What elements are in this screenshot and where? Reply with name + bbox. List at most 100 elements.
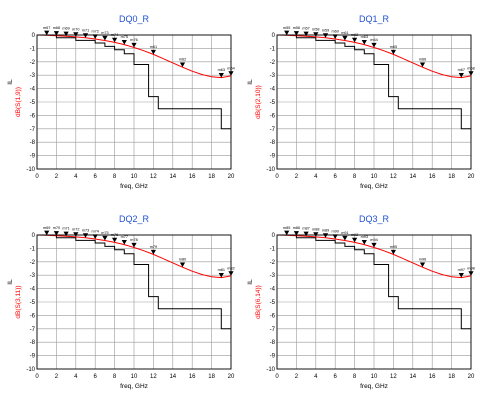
x-tick-label: 6 (334, 174, 338, 180)
marker-label: m89 (322, 228, 329, 232)
chart-title: DQ0_R (119, 14, 150, 24)
series-line-red (276, 34, 472, 79)
y-tick-label: -10 (26, 167, 35, 173)
x-tick-label: 6 (94, 174, 98, 180)
y-tick-label: -7 (270, 327, 276, 333)
marker-label: m64 (227, 66, 234, 70)
y-tick-label: -5 (30, 100, 36, 106)
series-line-red (276, 234, 472, 279)
marker-label: m67 (43, 26, 50, 30)
marker-label: m82 (227, 266, 234, 270)
marker-triangle (468, 71, 474, 76)
marker-label: m70 (72, 27, 79, 31)
y-tick-label: -3 (270, 273, 276, 279)
marker-triangle (284, 30, 290, 36)
y-tick-label: -2 (30, 60, 36, 66)
x-tick-label: 10 (131, 174, 138, 180)
x-tick-label: 18 (208, 374, 215, 380)
y-tick-label: -10 (266, 367, 275, 373)
marker-label: m55 (283, 26, 290, 30)
y-tick-label: -2 (30, 260, 36, 266)
marker-label: m76 (130, 38, 137, 42)
marker-label: m67 (458, 68, 465, 72)
y-tick-label: -9 (30, 154, 36, 160)
marker-triangle (322, 233, 329, 238)
y-tick-label: -10 (266, 167, 275, 173)
y-tick-label: -6 (30, 313, 36, 319)
marker-triangle (313, 32, 319, 37)
marker-label: m74 (92, 230, 99, 234)
y-tick-label: -8 (270, 340, 276, 346)
y-tick-label: -8 (30, 340, 36, 346)
marker-triangle (82, 233, 89, 238)
y-tick-label: -3 (270, 73, 276, 79)
marker-label: m59 (322, 28, 329, 32)
marker-label: m85 (283, 226, 290, 230)
x-tick-label: 4 (74, 374, 78, 380)
chart-dq3: 0 2 4 6 8 10 12 14 16 18 20 0 -1 -2 -3 -4 -5 -6 -7 -8 -9 -10 D… (247, 214, 475, 390)
marker-triangle (371, 42, 377, 48)
x-tick-label: 4 (314, 374, 318, 380)
x-tick-label: 0 (35, 174, 39, 180)
marker-triangle (342, 235, 348, 241)
y-tick-label: -3 (30, 73, 36, 79)
y-tick-label: -4 (270, 87, 276, 93)
marker-label: m62 (179, 58, 186, 62)
x-tick-label: 14 (169, 174, 176, 180)
y-tick-label: -4 (270, 287, 276, 293)
y-tick-label: -8 (30, 140, 36, 146)
x-tick-label: 2 (55, 374, 59, 380)
marker-label: m57 (302, 27, 309, 31)
y-tick-label: -7 (270, 127, 276, 133)
x-tick-label: 0 (35, 374, 39, 380)
series-line-black (277, 34, 471, 130)
x-tick-label: 20 (228, 374, 235, 380)
x-tick-label: 14 (409, 374, 416, 380)
marker-label: m72 (72, 227, 79, 231)
plot-frame (36, 34, 232, 170)
marker-triangle (303, 31, 309, 37)
marker-label: m86 (293, 226, 300, 230)
x-tick-label: 4 (74, 174, 78, 180)
y-tick-label: -9 (270, 154, 276, 160)
x-tick-label: 20 (468, 174, 475, 180)
marker-triangle (44, 230, 50, 236)
series-line-red (36, 234, 232, 279)
x-tick-label: 12 (150, 374, 157, 380)
x-tick-label: 2 (55, 174, 59, 180)
marker-label: m68 (467, 66, 474, 70)
marker-label: m78 (130, 238, 137, 242)
marker-triangle (303, 231, 309, 237)
x-tick-label: 10 (371, 374, 378, 380)
y-tick-label: 0 (272, 233, 276, 239)
marker-triangle (131, 242, 137, 248)
y-tick-label: -5 (30, 300, 36, 306)
marker-label: m75 (121, 35, 128, 39)
y-tick-label: -8 (270, 140, 276, 146)
marker-label: m80 (179, 258, 186, 262)
marker-triangle (284, 230, 290, 236)
y-tick-label: -5 (270, 100, 276, 106)
marker-triangle (332, 34, 338, 40)
marker-label: m69 (43, 226, 50, 230)
marker-triangle (218, 73, 224, 78)
y-tick-label: 0 (272, 33, 276, 39)
x-tick-label: 20 (228, 174, 235, 180)
marker-triangle (112, 237, 118, 243)
plot-frame (276, 234, 472, 370)
x-tick-label: 10 (131, 374, 138, 380)
marker-label: m73 (82, 228, 89, 232)
y-tick-label: -10 (26, 367, 35, 373)
chart-title: DQ2_R (119, 214, 150, 224)
marker-label: m96 (419, 258, 426, 262)
y-axis-label-db: dB(S(1,9)) (15, 87, 22, 117)
y-axis-label-il: IL (7, 79, 14, 85)
y-tick-label: -2 (270, 60, 276, 66)
marker-label: m69 (62, 27, 69, 31)
marker-label: m77 (121, 235, 128, 239)
marker-triangle (92, 234, 98, 240)
y-tick-label: -5 (270, 300, 276, 306)
series-line-red (36, 34, 232, 79)
marker-triangle (218, 273, 224, 278)
marker-label: m75 (101, 231, 108, 235)
